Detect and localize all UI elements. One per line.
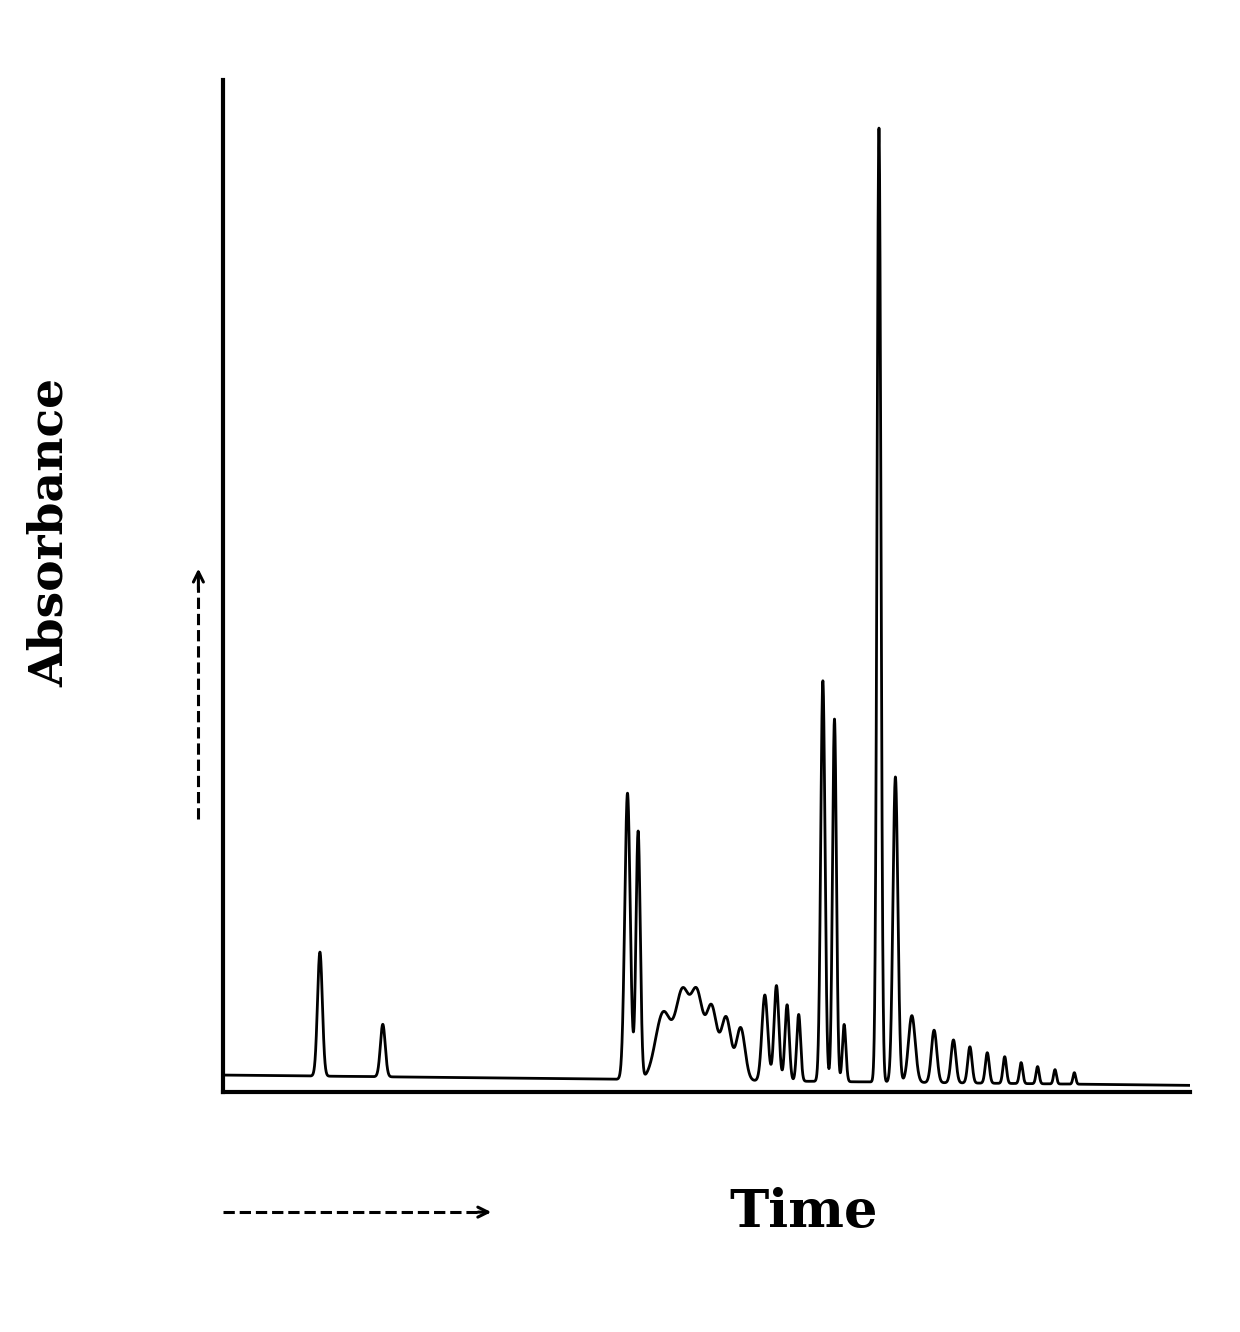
- Text: Absorbance: Absorbance: [26, 378, 73, 687]
- Text: Time: Time: [729, 1187, 878, 1237]
